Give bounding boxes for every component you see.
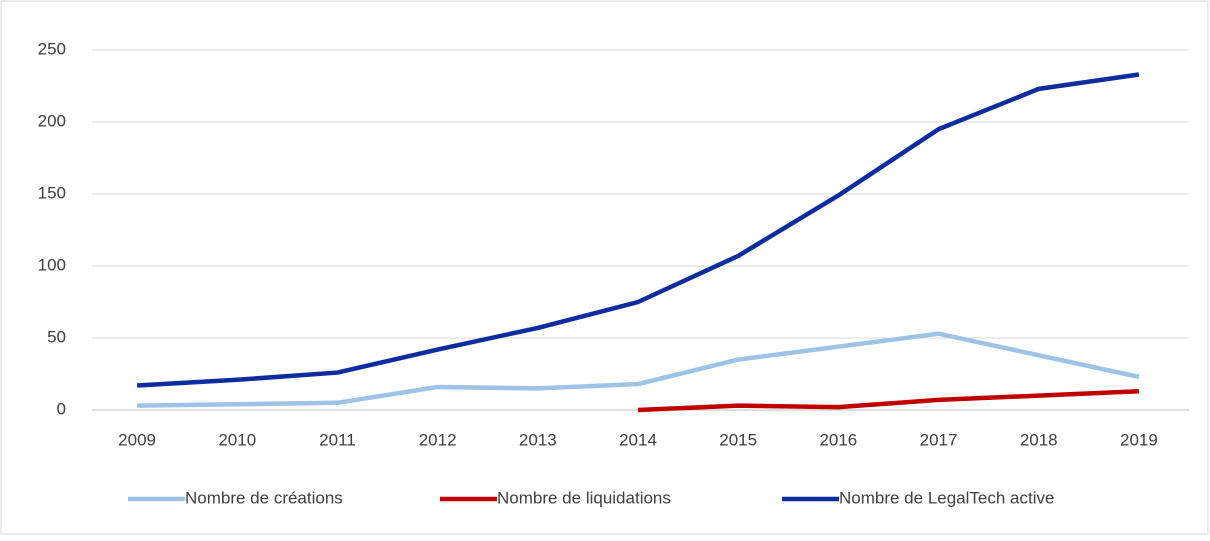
x-tick-label: 2009 [118,430,156,449]
x-tick-label: 2019 [1120,430,1158,449]
x-tick-label: 2011 [319,430,356,449]
x-tick-label: 2014 [619,430,657,449]
y-tick-label: 250 [38,39,66,58]
x-tick-label: 2015 [719,430,757,449]
legend-label: Nombre de LegalTech active [839,488,1054,507]
series-line [637,389,1140,413]
y-tick-label: 200 [38,111,66,130]
x-tick-label: 2016 [819,430,857,449]
series-line [137,331,1140,408]
y-tick-label: 50 [47,327,66,346]
series-line [136,72,1140,388]
x-tick-label: 2013 [519,430,557,449]
x-tick-label: 2017 [920,430,958,449]
x-tick-label: 2010 [218,430,256,449]
y-tick-label: 100 [38,255,66,274]
x-tick-label: 2012 [419,430,457,449]
legend-label: Nombre de créations [185,488,343,507]
x-tick-label: 2018 [1020,430,1058,449]
y-tick-label: 0 [57,399,66,418]
legend-label: Nombre de liquidations [497,488,671,507]
y-tick-label: 150 [38,183,66,202]
